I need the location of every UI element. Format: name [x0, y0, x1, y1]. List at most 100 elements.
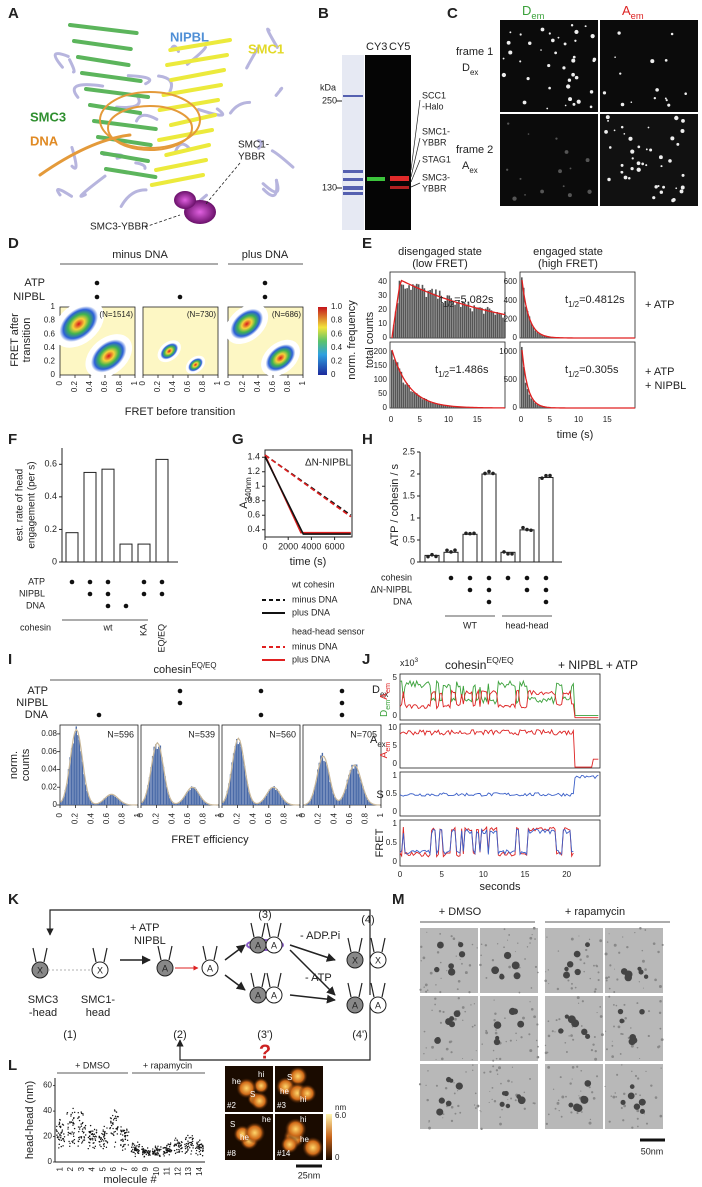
- spot: [527, 133, 530, 135]
- condition-dot: [105, 591, 111, 597]
- y-tick-label: 200: [504, 314, 518, 323]
- label: A: [375, 1000, 381, 1010]
- replicate-point: [445, 548, 449, 553]
- label: EQ/EQ: [156, 624, 166, 653]
- em-grain: [585, 948, 588, 952]
- measurement: [200, 1146, 203, 1149]
- label: A: [271, 940, 277, 950]
- histogram-bar: [471, 311, 474, 338]
- histogram-bar: [155, 744, 157, 805]
- em-image: [605, 928, 663, 993]
- histogram-bar: [417, 284, 420, 338]
- histogram-bar: [231, 762, 233, 805]
- coiled-coil: [92, 947, 108, 963]
- x-tick-label: 1: [213, 380, 222, 385]
- em-grain: [588, 1121, 592, 1125]
- histogram-bar: [167, 792, 169, 805]
- em-grain: [442, 1010, 445, 1014]
- histogram-bar: [427, 290, 430, 338]
- em-grain: [605, 979, 608, 982]
- spot: [675, 187, 678, 190]
- histogram-bar: [147, 785, 149, 805]
- em-grain: [605, 1048, 608, 1051]
- measurement: [80, 1137, 83, 1139]
- label: ΔN-NIPBL: [305, 458, 352, 469]
- measurement: [143, 1156, 145, 1158]
- label: (1): [63, 1029, 76, 1041]
- heatmap-blob: [188, 357, 203, 372]
- spot: [605, 115, 610, 120]
- em-grain: [468, 990, 471, 994]
- histogram-bar: [86, 791, 88, 805]
- label: A: [207, 963, 213, 973]
- measurement: [157, 1152, 159, 1155]
- panel-letter: I: [8, 651, 12, 668]
- measurement: [167, 1150, 169, 1153]
- measurement: [121, 1149, 124, 1151]
- measurement: [92, 1135, 95, 1137]
- em-grain: [439, 990, 442, 994]
- label: t1/2=0.4812s: [565, 294, 625, 309]
- em-grain: [544, 1044, 547, 1047]
- label: kDa: [320, 82, 336, 92]
- measurement: [93, 1136, 96, 1138]
- histogram-bar: [469, 308, 472, 338]
- em-grain: [420, 960, 422, 962]
- histogram-bar: [414, 285, 416, 338]
- histogram-bar: [452, 406, 454, 408]
- histogram-bar: [327, 772, 330, 805]
- measurement: [105, 1140, 107, 1142]
- em-grain: [462, 1058, 464, 1060]
- x-tick-label: 0.6: [268, 380, 277, 392]
- measurement: [187, 1148, 189, 1150]
- spot: [619, 72, 622, 75]
- histogram-bar: [392, 324, 395, 338]
- x-tick-label: 2000: [278, 541, 298, 551]
- histogram-bar: [203, 800, 205, 805]
- head: [201, 959, 219, 977]
- em-grain: [652, 942, 656, 945]
- measurement: [60, 1125, 62, 1128]
- em-grain: [631, 1070, 633, 1073]
- measurement: [55, 1129, 58, 1131]
- y-tick-label: 1000: [499, 347, 517, 356]
- gel-band: [343, 192, 363, 195]
- measurement: [180, 1141, 183, 1143]
- measurement: [100, 1145, 102, 1148]
- spot: [572, 55, 576, 59]
- label: norm. frequency: [346, 300, 358, 380]
- label: Aem: [379, 742, 393, 759]
- em-particle: [574, 1104, 583, 1112]
- measurement: [194, 1147, 197, 1150]
- measurement: [160, 1146, 162, 1148]
- measurement: [109, 1117, 112, 1119]
- measurement: [82, 1139, 85, 1141]
- histogram-bar: [448, 295, 451, 338]
- y-tick-label: 0.8: [247, 495, 260, 505]
- y-tick-label: 0: [513, 403, 518, 412]
- em-grain: [647, 1010, 651, 1013]
- measurement: [63, 1133, 65, 1135]
- measurement: [60, 1139, 63, 1141]
- measurement: [154, 1153, 156, 1155]
- measurement: [87, 1147, 89, 1150]
- measurement: [105, 1146, 108, 1149]
- condition-dot: [141, 579, 147, 585]
- measurement: [199, 1139, 201, 1141]
- x-tick-label: 0.8: [118, 812, 127, 824]
- em-grain: [428, 1126, 431, 1130]
- em-grain: [471, 1025, 474, 1028]
- x-tick-label: 0.8: [199, 812, 208, 824]
- condition-dot: [94, 294, 100, 300]
- measurement: [58, 1147, 60, 1149]
- spot: [670, 136, 675, 141]
- fit-curve: [521, 279, 636, 339]
- y-tick-label: 0: [393, 759, 398, 768]
- label: SMC3: [30, 109, 66, 124]
- panel-letter: L: [8, 1057, 17, 1074]
- histogram-bar: [278, 791, 280, 805]
- trace: [399, 828, 574, 856]
- ribbon: [56, 188, 73, 198]
- histogram-bar: [448, 405, 451, 408]
- x-tick-label: 0: [519, 415, 524, 424]
